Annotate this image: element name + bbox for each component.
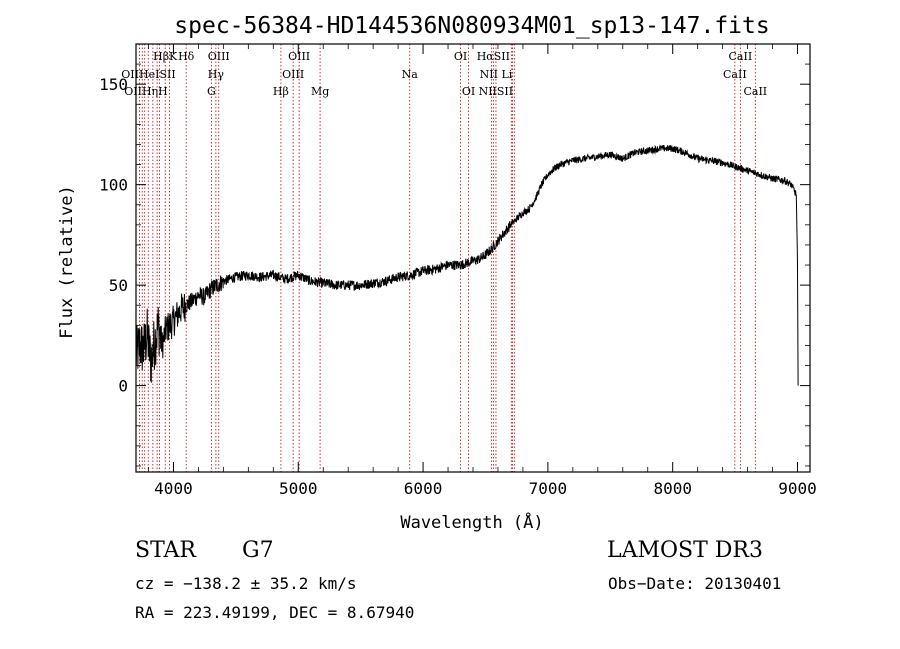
chart-title: spec-56384-HD144536N080934M01_sp13-147.f…: [174, 13, 769, 39]
spectral-line-label: NIISII: [479, 85, 514, 98]
x-tick-label: 5000: [279, 479, 318, 498]
spectral-line-labels: HβK Hδ OIII OIII OI HαSII CaII OIIHeISII Hγ OIII N…: [121, 50, 767, 98]
y-tick-label: 0: [118, 377, 128, 396]
spectral-line-label: Hδ: [178, 50, 195, 63]
spectral-line-label: OIII: [288, 50, 310, 63]
spectral-line-label: OIII: [208, 50, 230, 63]
spectral-line-label: G: [207, 85, 216, 98]
axis-ticks: 4000 5000 6000 7000 8000 9000 0 50 100 150: [99, 44, 817, 498]
spectral-line-label: OIII: [282, 68, 304, 81]
spectral-line-label: CaII: [743, 85, 767, 98]
spectral-line-label: CaII: [729, 50, 753, 63]
spectral-line-label: OI: [454, 50, 467, 63]
y-tick-label: 150: [99, 75, 128, 94]
spectral-line-label: Na: [402, 68, 419, 81]
redshift-readout: cz = −138.2 ± 35.2 km/s: [135, 574, 357, 593]
spectral-line-label: OIIHηH: [124, 85, 167, 98]
spectral-subclass: G7: [242, 538, 274, 563]
plot-frame: [135, 43, 811, 473]
coordinates-readout: RA = 223.49199, DEC = 8.67940: [135, 603, 415, 622]
y-tick-label: 50: [109, 276, 128, 295]
x-tick-label: 7000: [529, 479, 568, 498]
x-axis-label: Wavelength (Å): [400, 511, 543, 533]
spectrum-series-line: [135, 144, 799, 386]
observation-date: Obs−Date: 20130401: [608, 574, 782, 593]
spectral-line-label: Mg: [311, 85, 329, 98]
spectral-line-label: Hβ: [273, 85, 289, 98]
survey-name: LAMOST DR3: [607, 538, 763, 563]
x-tick-label: 6000: [404, 479, 443, 498]
spectral-line-markers: [139, 44, 756, 472]
spectral-line-label: OI: [462, 85, 475, 98]
spectral-line-label: HβK: [153, 50, 178, 63]
x-tick-label: 9000: [778, 479, 817, 498]
spectral-line-label: NII Li: [480, 68, 513, 81]
x-tick-label: 8000: [653, 479, 692, 498]
spectral-line-label: CaII: [723, 68, 747, 81]
y-tick-label: 100: [99, 176, 128, 195]
object-type: STAR: [135, 538, 196, 563]
y-axis-label: Flux (relative): [57, 185, 77, 339]
spectral-line-label: OIIHeISII: [121, 68, 175, 81]
spectral-line-label: Hγ: [208, 68, 225, 81]
x-tick-label: 4000: [154, 479, 193, 498]
spectral-line-label: HαSII: [477, 50, 510, 63]
